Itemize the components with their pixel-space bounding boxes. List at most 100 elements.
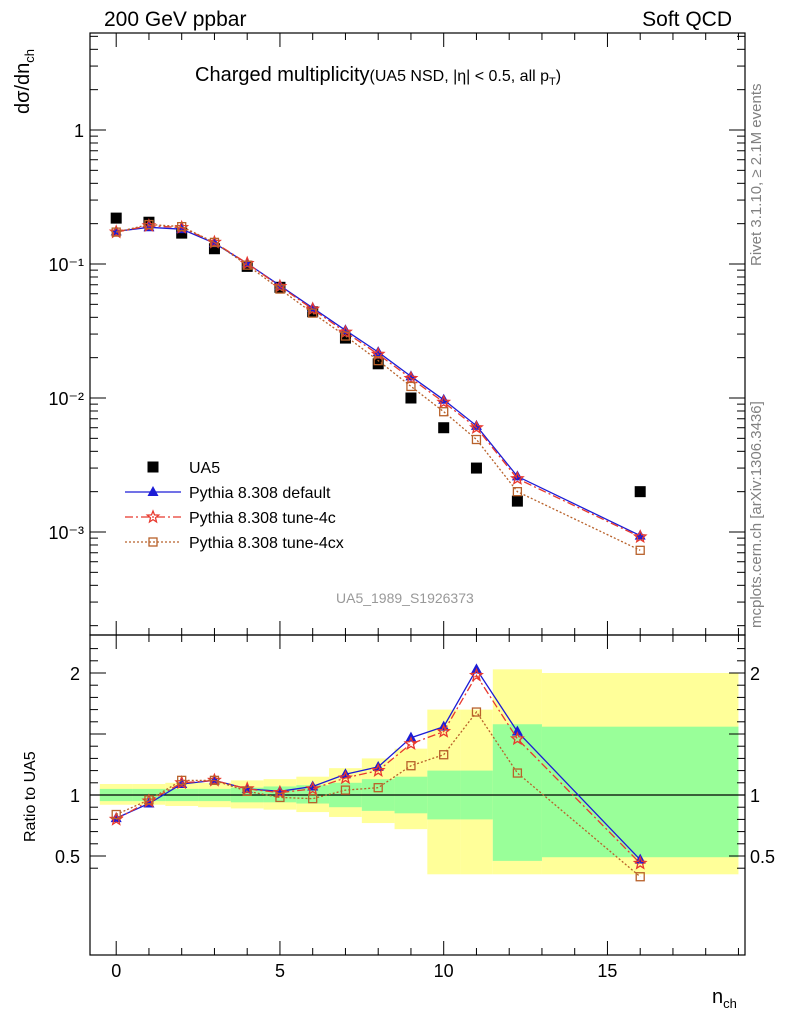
main-panel bbox=[108, 212, 648, 555]
point-0-13 bbox=[634, 486, 646, 498]
ratio-series-3 bbox=[111, 707, 645, 882]
inner-band-13 bbox=[541, 726, 739, 858]
axes: 0 5 10 15 1 10⁻¹ 10⁻² 10⁻³ 2 2 1 1 0.5 0.5 bbox=[48, 32, 775, 981]
legend-entry-0: UA5 bbox=[147, 460, 220, 477]
point-3-12 bbox=[512, 487, 523, 497]
point-3-1 bbox=[144, 219, 154, 230]
ratio-point-2-6 bbox=[305, 781, 321, 796]
legend-entry-3: Pythia 8.308 tune-4cx bbox=[125, 535, 344, 552]
inner-band-12 bbox=[492, 724, 542, 861]
point-2-12 bbox=[510, 470, 525, 485]
point-0-11 bbox=[470, 462, 482, 474]
legend-label-3: Pythia 8.308 tune-4cx bbox=[189, 535, 344, 552]
legend-label-2: Pythia 8.308 tune-4c bbox=[189, 510, 336, 527]
chart-title-main: Charged multiplicity bbox=[195, 64, 370, 86]
legend-entry-1: Pythia 8.308 default bbox=[125, 485, 331, 502]
point-2-9 bbox=[403, 370, 419, 385]
ratio-panel bbox=[108, 663, 648, 882]
point-2-13 bbox=[632, 529, 648, 544]
y-axis-label-main: dσ/dnch bbox=[12, 49, 37, 114]
y-tick-label-main: 1 bbox=[74, 121, 84, 141]
ratio-line-3 bbox=[115, 710, 641, 878]
point-0-10 bbox=[438, 422, 450, 434]
side-label-top: Rivet 3.1.10, ≥ 2.1M events bbox=[748, 83, 765, 267]
point-0-12 bbox=[511, 495, 523, 507]
point-1-10 bbox=[438, 393, 450, 404]
ratio-point-2-9 bbox=[403, 736, 419, 751]
ratio-point-3-0 bbox=[111, 809, 121, 820]
point-3-4 bbox=[242, 260, 252, 270]
point-3-7 bbox=[340, 331, 351, 341]
y-tick-label-main: 10⁻³ bbox=[48, 523, 84, 543]
header-left: 200 GeV ppbar bbox=[104, 8, 247, 31]
y-tick-label-ratio-right: 0.5 bbox=[750, 847, 775, 867]
side-label-bottom: mcplots.cern.ch [arXiv:1306.3436] bbox=[748, 401, 765, 628]
header-right: Soft QCD bbox=[642, 8, 732, 31]
point-3-10 bbox=[439, 407, 449, 417]
point-2-7 bbox=[337, 324, 353, 339]
ratio-uncertainty-bands bbox=[90, 669, 745, 875]
x-tick-label: 15 bbox=[597, 961, 617, 981]
point-2-10 bbox=[436, 394, 452, 409]
y-axis-label-ratio: Ratio to UA5 bbox=[22, 751, 39, 842]
x-axis-label: nch bbox=[712, 986, 737, 1011]
chart-title-sub-close: ) bbox=[555, 68, 562, 85]
y-axis-label-main-sub: ch bbox=[22, 48, 37, 63]
y-tick-label-main: 10⁻² bbox=[48, 389, 84, 409]
ratio-point-3-2 bbox=[177, 775, 187, 786]
legend-marker-0 bbox=[147, 461, 159, 473]
ratio-point-3-8 bbox=[373, 783, 383, 793]
x-tick-label: 0 bbox=[111, 961, 121, 981]
legend-marker-2 bbox=[145, 509, 161, 524]
chart-title-sub: (UA5 NSD, |η| < 0.5, all p bbox=[369, 68, 550, 85]
legend-label-0: UA5 bbox=[189, 460, 220, 477]
y-axis-label-main-text: dσ/dn bbox=[12, 62, 34, 114]
y-tick-label-ratio-right: 1 bbox=[750, 786, 760, 806]
y-tick-label-ratio-left: 0.5 bbox=[55, 847, 80, 867]
point-3-0 bbox=[111, 227, 121, 237]
legend-label-1: Pythia 8.308 default bbox=[189, 485, 331, 502]
series-line-1 bbox=[116, 226, 641, 537]
ratio-point-3-9 bbox=[406, 761, 416, 771]
ratio-point-3-6 bbox=[308, 794, 318, 804]
x-tick-label: 10 bbox=[434, 961, 454, 981]
ratio-point-2-12 bbox=[510, 731, 525, 746]
point-3-11 bbox=[471, 434, 482, 445]
point-1-9 bbox=[405, 370, 417, 381]
ratio-line-2 bbox=[115, 674, 641, 864]
ratio-point-3-3 bbox=[209, 775, 220, 786]
point-2-6 bbox=[305, 301, 321, 316]
ratio-point-1-12 bbox=[511, 725, 523, 736]
series-line-3 bbox=[116, 223, 641, 551]
legend: UA5 Pythia 8.308 default Pythia 8.308 tune… bbox=[125, 460, 344, 552]
ratio-point-3-4 bbox=[242, 786, 252, 796]
chart-title: Charged multiplicity(UA5 NSD, |η| < 0.5,… bbox=[195, 64, 561, 88]
point-3-13 bbox=[635, 545, 645, 555]
x-axis-label-sub: ch bbox=[723, 996, 737, 1011]
point-1-12 bbox=[511, 470, 523, 481]
point-3-8 bbox=[373, 355, 383, 366]
point-0-3 bbox=[208, 243, 220, 255]
ratio-point-3-11 bbox=[471, 707, 482, 717]
ratio-point-3-10 bbox=[439, 750, 449, 760]
ratio-point-2-7 bbox=[337, 770, 353, 785]
point-1-8 bbox=[372, 346, 384, 357]
ratio-point-3-1 bbox=[144, 795, 154, 805]
legend-entry-2: Pythia 8.308 tune-4c bbox=[125, 509, 336, 527]
point-3-6 bbox=[308, 308, 318, 318]
watermark: UA5_1989_S1926373 bbox=[336, 590, 474, 606]
legend-marker-3 bbox=[148, 537, 158, 547]
point-0-0 bbox=[110, 212, 122, 224]
ratio-point-2-11 bbox=[468, 667, 484, 682]
point-3-3 bbox=[209, 237, 220, 248]
ratio-point-2-10 bbox=[436, 723, 452, 738]
x-axis-label-text: n bbox=[712, 986, 724, 1008]
point-3-9 bbox=[406, 381, 416, 392]
series-line-2 bbox=[116, 225, 641, 538]
y-tick-label-main: 10⁻¹ bbox=[48, 255, 84, 275]
series-3 bbox=[111, 219, 645, 555]
point-3-5 bbox=[275, 284, 285, 294]
x-tick-label: 5 bbox=[275, 961, 285, 981]
y-tick-label-ratio-right: 2 bbox=[750, 664, 760, 684]
